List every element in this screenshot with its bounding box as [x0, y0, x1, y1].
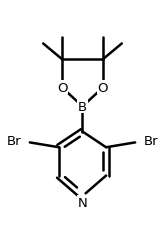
Text: Br: Br: [7, 135, 21, 148]
Text: N: N: [78, 196, 87, 209]
Text: O: O: [57, 82, 67, 94]
Text: O: O: [98, 82, 108, 94]
Text: Br: Br: [144, 135, 158, 148]
Text: B: B: [78, 100, 87, 113]
